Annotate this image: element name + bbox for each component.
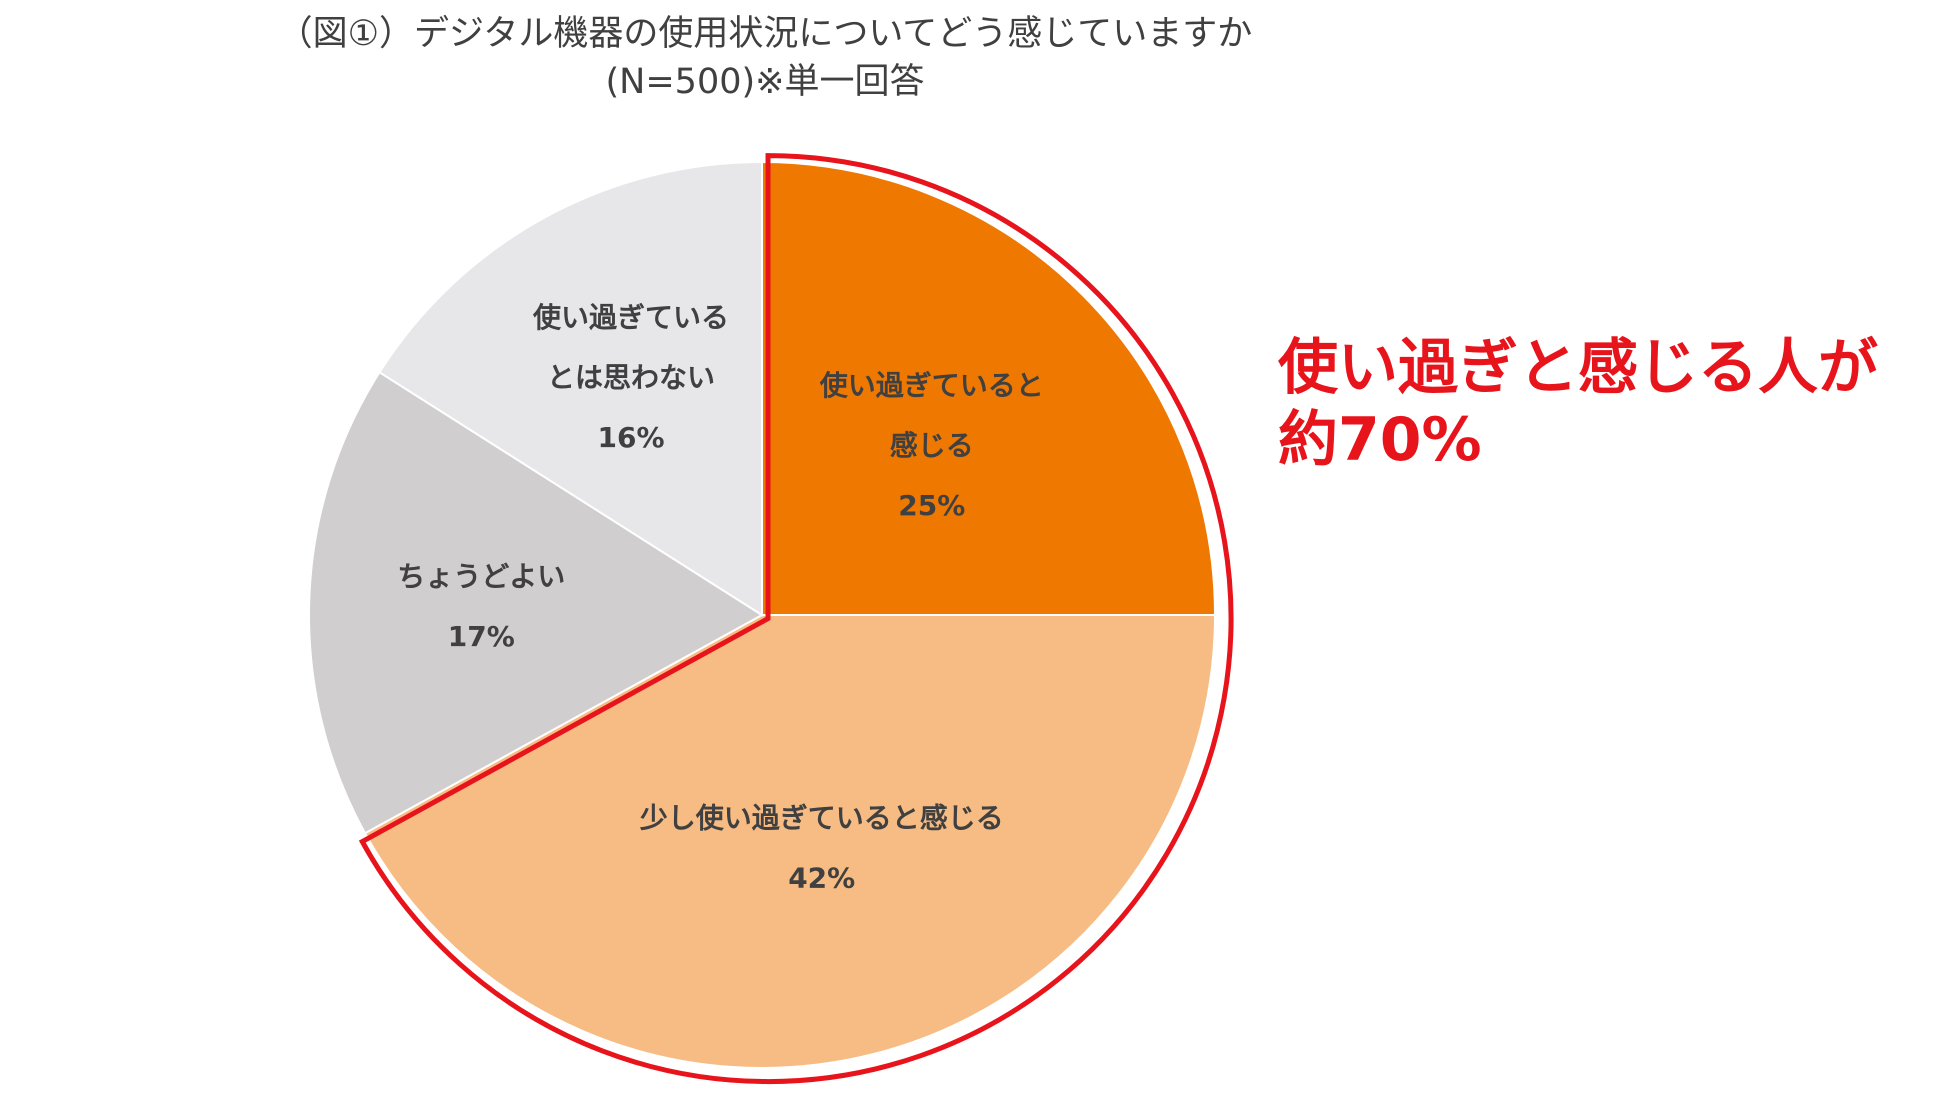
- callout-line-1: 使い過ぎと感じる人が: [1278, 333, 1878, 403]
- pie-labels: 使い過ぎていると感じる 25% 少し使い過ぎていると感じる 42% ちょうどよい 17% 使…: [397, 301, 1044, 895]
- pie-value-label: 16%: [598, 421, 665, 454]
- pie-category-label: とは思わない: [547, 361, 715, 394]
- callout-line-2: 約70%: [1278, 405, 1482, 475]
- pie-label-4: 使い過ぎているとは思わない 16%: [532, 301, 729, 454]
- pie-category-label: 使い過ぎていると: [819, 369, 1044, 402]
- chart-title-line: （図①）デジタル機器の使用状況についてどう感じていますか: [277, 14, 1253, 54]
- pie-category-label: ちょうどよい: [397, 560, 565, 593]
- pie-slice-2: [363, 614, 1217, 1069]
- callout-text: 使い過ぎと感じる人が 約70%: [1278, 332, 1878, 476]
- pie-category-label: 感じる: [890, 429, 974, 462]
- pie-value-label: 42%: [788, 862, 855, 895]
- pie-label-2: 少し使い過ぎていると感じる 42%: [640, 802, 1004, 895]
- pie-value-label: 25%: [898, 489, 965, 522]
- pie-value-label: 17%: [448, 620, 515, 653]
- pie-slices: [308, 160, 1217, 1069]
- pie-slice-4: [378, 160, 763, 617]
- pie-slice-1: [761, 160, 1217, 616]
- pie-category-label: 少し使い過ぎていると感じる: [640, 802, 1004, 835]
- pie-category-label: 使い過ぎている: [532, 301, 729, 334]
- chart-title: （図①）デジタル機器の使用状況についてどう感じていますか (N=500)※単一回…: [0, 10, 1530, 106]
- pie-slice-3: [308, 370, 764, 835]
- pie-label-1: 使い過ぎていると感じる 25%: [819, 369, 1044, 522]
- chart-subtitle: (N=500)※単一回答: [605, 62, 925, 102]
- highlight-outline: [358, 153, 1234, 1085]
- pie-label-3: ちょうどよい 17%: [397, 560, 565, 653]
